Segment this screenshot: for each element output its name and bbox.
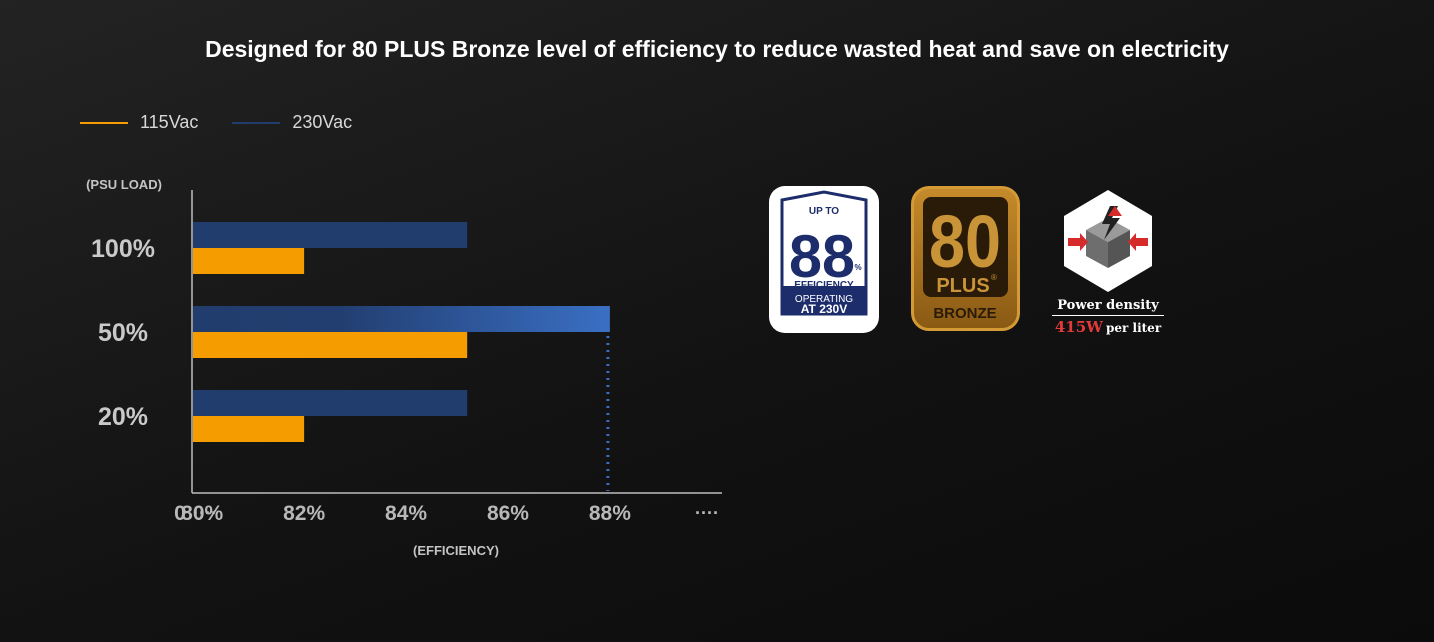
bar-230vac-load-100 [193, 222, 468, 248]
badge88-top-text: UP TO [809, 206, 839, 217]
y-tick-label: 100% [91, 235, 155, 263]
x-axis-break-dots-right: ···· [695, 503, 719, 523]
power-density-value-row: 415W per liter [1048, 318, 1168, 336]
badge88-voltage: AT 230V [801, 302, 847, 316]
legend-swatch-115vac [80, 121, 128, 124]
80-plus-bronze-icon: 80 PLUS ® BRONZE [923, 197, 1008, 322]
legend-item-115vac: 115Vac [80, 112, 198, 133]
y-tick-label: 20% [98, 403, 148, 431]
legend-swatch-230vac [232, 121, 281, 124]
badge88-percent: % [854, 263, 861, 272]
badge88-number: 88 [789, 223, 855, 290]
page-title: Designed for 80 PLUS Bronze level of eff… [205, 36, 1229, 62]
power-density-icon [1064, 190, 1152, 292]
x-tick-label: 88% [589, 502, 631, 525]
x-axis-break-dots-left: ···· [193, 503, 217, 523]
y-axis-title: (PSU LOAD) [86, 177, 162, 192]
bar-115vac-load-50 [193, 332, 468, 358]
x-tick-label: 84% [385, 502, 427, 525]
y-tick-label: 50% [98, 319, 148, 347]
bronze-plus: PLUS [936, 275, 989, 297]
bronze-number: 80 [929, 200, 1001, 283]
bronze-registered: ® [991, 273, 997, 282]
x-tick-label: 86% [487, 502, 529, 525]
legend-label-115vac: 115Vac [140, 112, 199, 132]
88-efficiency-shield-icon: UP TO 88 % EFFICIENCY OPERATING AT 230V [780, 190, 868, 316]
legend-item-230vac: 230Vac [232, 112, 352, 133]
efficiency-bar-chart: (PSU LOAD) 100%50%20% 80% 82% 84% 86% 88% 0 … [86, 177, 722, 558]
80-plus-bronze-badge: 80 PLUS ® BRONZE [911, 186, 1020, 331]
power-density-label: Power density [1057, 298, 1159, 313]
bar-115vac-load-100 [193, 248, 305, 274]
chart-legend: 115Vac 230Vac [80, 112, 386, 133]
legend-label-230vac: 230Vac [292, 112, 353, 132]
bar-230vac-load-20 [193, 390, 468, 416]
x-axis-prefix: 0 [174, 502, 186, 525]
bar-230vac-load-50 [193, 306, 610, 332]
x-tick-label: 80% [181, 502, 223, 525]
x-tick-label: 82% [283, 502, 325, 525]
badge88-efficiency: EFFICIENCY [794, 280, 854, 291]
x-axis-title: (EFFICIENCY) [413, 543, 499, 558]
bar-115vac-load-20 [193, 416, 305, 442]
power-density-rule [1052, 315, 1164, 316]
bronze-level: BRONZE [933, 305, 996, 322]
power-density-unit: per liter [1106, 321, 1162, 335]
power-density-value: 415W [1054, 318, 1103, 336]
88-efficiency-badge: UP TO 88 % EFFICIENCY OPERATING AT 230V [769, 186, 879, 333]
power-density-block: Power density 415W per liter [1048, 188, 1168, 338]
badge88-operating: OPERATING [795, 294, 853, 305]
